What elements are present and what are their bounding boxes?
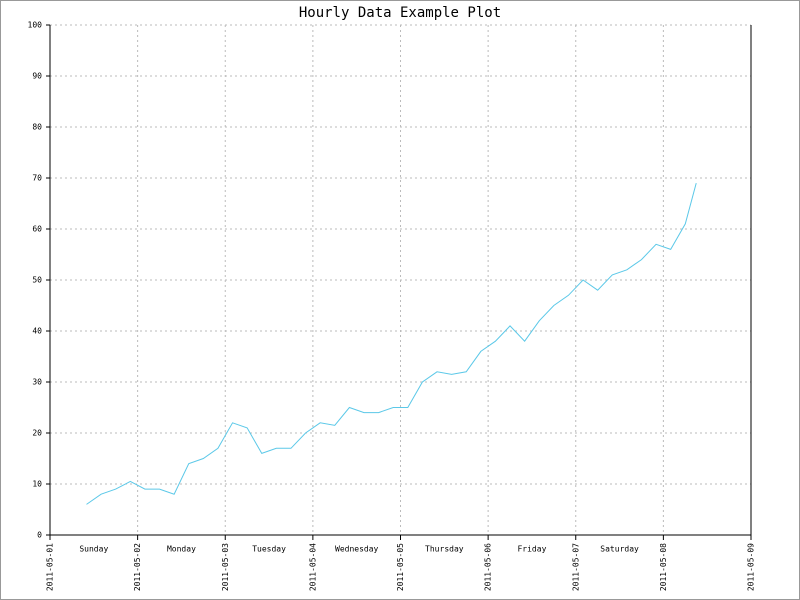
x-tick-label: 2011-05-02 <box>133 543 142 591</box>
y-tick-label: 100 <box>28 21 43 30</box>
x-tick-label: 2011-05-09 <box>747 543 756 591</box>
y-tick-label: 80 <box>32 123 42 132</box>
y-tick-label: 90 <box>32 72 42 81</box>
x-tick-label: 2011-05-06 <box>484 543 493 591</box>
x-tick-label: 2011-05-07 <box>571 543 580 591</box>
day-label: Friday <box>517 545 546 554</box>
day-label: Wednesday <box>335 545 379 554</box>
day-label: Tuesday <box>252 545 286 554</box>
y-tick-label: 30 <box>32 378 42 387</box>
y-tick-label: 40 <box>32 327 42 336</box>
y-tick-label: 60 <box>32 225 42 234</box>
x-tick-label: 2011-05-01 <box>46 543 55 591</box>
day-label: Sunday <box>79 545 108 554</box>
x-tick-label: 2011-05-08 <box>659 543 668 591</box>
y-tick-label: 70 <box>32 174 42 183</box>
y-tick-label: 20 <box>32 429 42 438</box>
y-tick-label: 10 <box>32 480 42 489</box>
x-tick-label: 2011-05-04 <box>308 543 317 591</box>
day-label: Thursday <box>425 545 464 554</box>
data-line <box>86 182 697 505</box>
chart-title: Hourly Data Example Plot <box>299 5 501 21</box>
x-tick-label: 2011-05-05 <box>396 543 405 591</box>
y-tick-label: 0 <box>37 531 42 540</box>
x-tick-label: 2011-05-03 <box>221 543 230 591</box>
y-tick-label: 50 <box>32 276 42 285</box>
day-label: Saturday <box>600 545 639 554</box>
day-label: Monday <box>167 545 196 554</box>
